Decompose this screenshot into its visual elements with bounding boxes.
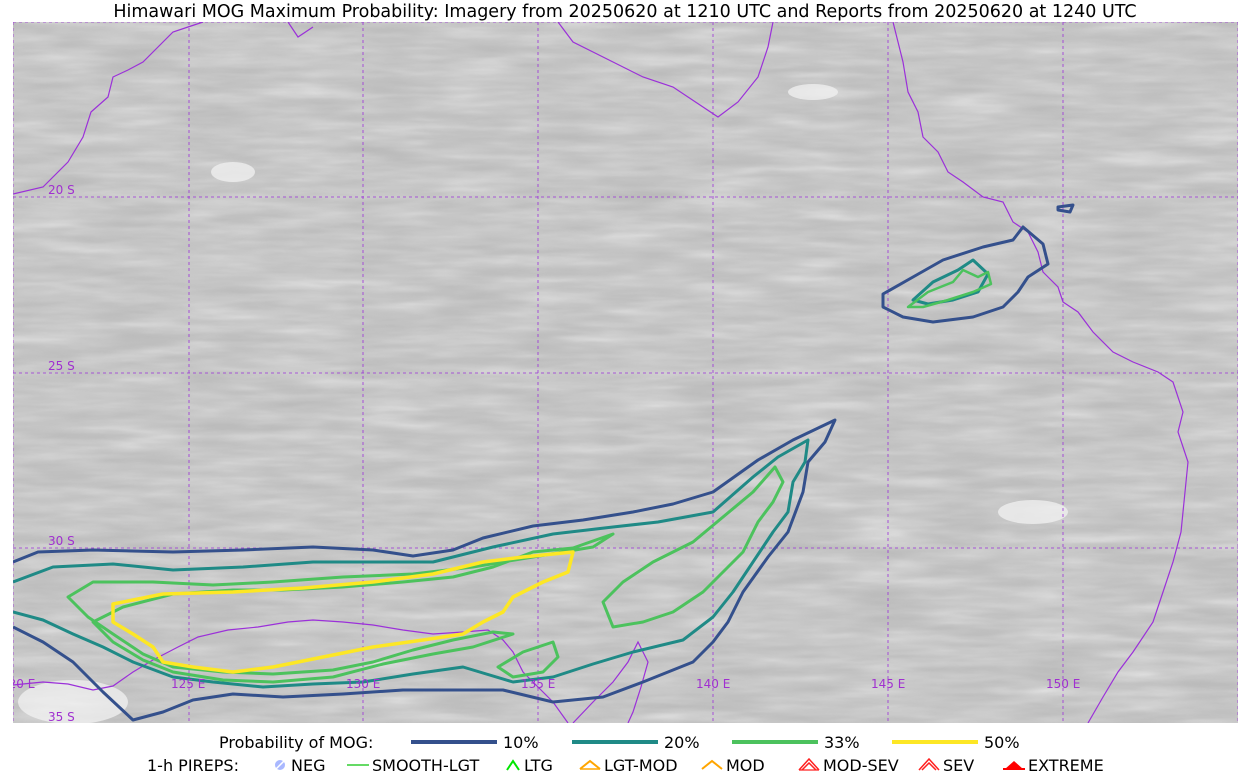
legend-swatch-10pct: [411, 740, 497, 744]
satellite-map: 20 S 25 S 30 S 35 S 120 E 125 E 130 E 13…: [13, 22, 1238, 723]
pirep-legend-title: 1-h PIREPS:: [147, 755, 239, 775]
pirep-label-mod: MOD: [726, 755, 765, 775]
pirep-label-neg: NEG: [291, 755, 326, 775]
lon-label-140e: 140 E: [696, 677, 730, 691]
legend-item-50pct: 50%: [892, 732, 1020, 752]
lgt-mod-icon: [579, 759, 601, 770]
cloud-patches: [18, 84, 1068, 723]
pirep-item-smooth-lgt: SMOOTH-LGT: [347, 755, 479, 775]
lat-label-35s: 35 S: [48, 710, 75, 723]
legend-swatch-33pct: [732, 740, 818, 744]
pirep-item-ltg: LTG: [505, 755, 553, 775]
contour-33pct-south: [496, 640, 560, 679]
mod-sev-icon: [798, 758, 820, 771]
pirep-label-smooth-lgt: SMOOTH-LGT: [372, 755, 480, 775]
probability-contours: [13, 203, 1075, 722]
contour-50pct-main: [111, 550, 575, 674]
pirep-label-extreme: EXTREME: [1028, 755, 1104, 775]
smooth-lgt-icon: [347, 764, 369, 766]
pirep-label-ltg: LTG: [524, 755, 553, 775]
legend-label-50pct: 50%: [984, 732, 1020, 752]
legend-item-10pct: 10%: [411, 732, 539, 752]
lat-label-30s: 30 S: [48, 534, 75, 548]
pirep-item-lgt-mod: LGT-MOD: [579, 755, 678, 775]
legend-item-20pct: 20%: [572, 732, 700, 752]
contour-10pct-main: [13, 418, 837, 722]
probability-legend-label: Probability of MOG:: [219, 732, 374, 752]
figure-title: Himawari MOG Maximum Probability: Imager…: [113, 2, 1137, 22]
lat-label-25s: 25 S: [48, 359, 75, 373]
lon-label-130e: 130 E: [346, 677, 380, 691]
legend-swatch-20pct: [572, 740, 658, 744]
grid-labels: 20 S 25 S 30 S 35 S 120 E 125 E 130 E 13…: [13, 183, 1080, 723]
extreme-icon: [1003, 761, 1025, 770]
probability-legend-title: Probability of MOG:: [219, 732, 373, 752]
lon-label-120e: 120 E: [13, 677, 35, 691]
gridlines: [13, 22, 1238, 723]
contour-33pct-east: [601, 465, 785, 629]
legend-label-10pct: 10%: [503, 732, 539, 752]
pirep-legend-label: 1-h PIREPS:: [147, 755, 239, 775]
coastlines: [13, 22, 1189, 723]
legend-item-33pct: 33%: [732, 732, 860, 752]
lon-label-135e: 135 E: [521, 677, 555, 691]
legend-label-33pct: 33%: [824, 732, 860, 752]
lat-label-20s: 20 S: [48, 183, 75, 197]
pirep-label-mod-sev: MOD-SEV: [823, 755, 899, 775]
legend-swatch-50pct: [892, 740, 978, 744]
pirep-item-sev: SEV: [918, 755, 974, 775]
sev-icon: [918, 758, 940, 771]
pirep-item-mod-sev: MOD-SEV: [798, 755, 899, 775]
contour-10pct-north: [881, 225, 1050, 324]
pirep-item-mod: MOD: [701, 755, 765, 775]
lon-label-145e: 145 E: [871, 677, 905, 691]
legend-label-20pct: 20%: [664, 732, 700, 752]
contour-10pct-small: [1056, 203, 1075, 214]
contour-33pct-north: [906, 268, 993, 309]
mod-icon: [701, 759, 723, 770]
pirep-label-lgt-mod: LGT-MOD: [604, 755, 678, 775]
pirep-label-sev: SEV: [943, 755, 975, 775]
ltg-icon: [506, 759, 520, 771]
neg-icon: [274, 759, 286, 771]
pirep-item-neg: NEG: [272, 755, 325, 775]
lon-label-150e: 150 E: [1046, 677, 1080, 691]
pirep-item-extreme: EXTREME: [1003, 755, 1104, 775]
satellite-texture: [13, 22, 1238, 723]
contour-33pct-main: [66, 532, 615, 684]
lon-label-125e: 125 E: [171, 677, 205, 691]
contour-20pct-main: [13, 438, 810, 689]
